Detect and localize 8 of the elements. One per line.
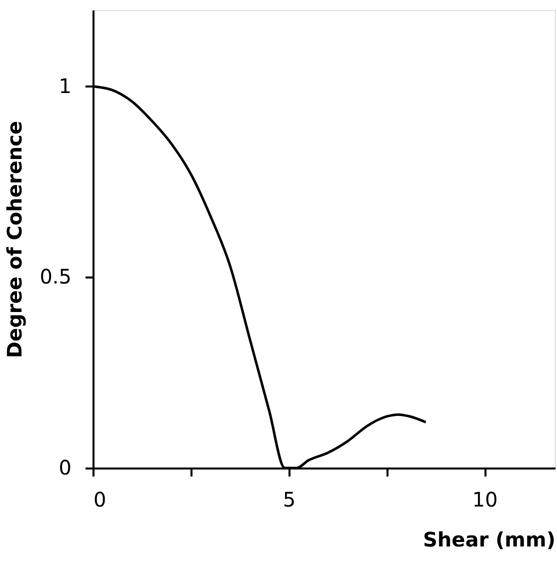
y-axis-title: Degree of Coherence xyxy=(2,120,27,358)
y-tick-label: 1 xyxy=(58,74,72,98)
x-tick-label: 10 xyxy=(472,488,498,512)
x-tick-label: 5 xyxy=(282,488,296,512)
x-axis-title: Shear (mm) xyxy=(423,528,556,552)
y-tick-label: 0.5 xyxy=(40,264,72,289)
x-tick-label: 0 xyxy=(94,488,106,512)
y-tick-label: 0 xyxy=(58,456,72,480)
